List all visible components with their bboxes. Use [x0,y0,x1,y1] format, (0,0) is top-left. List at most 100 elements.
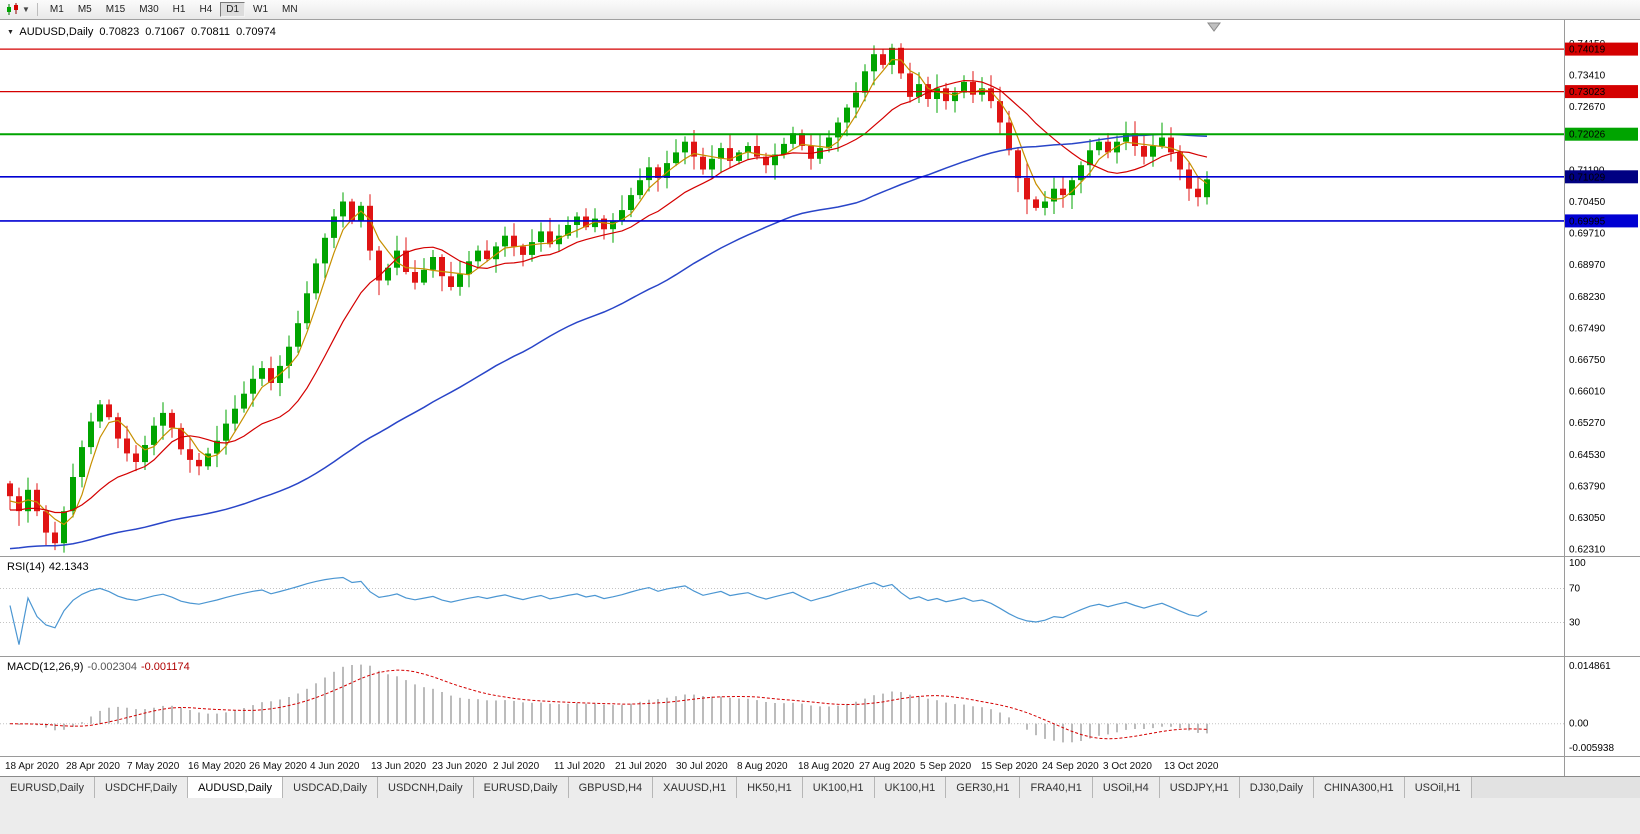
chart-tab-fra40-h1[interactable]: FRA40,H1 [1020,777,1093,798]
candle-body [241,393,247,409]
rsi-name: RSI(14) [7,561,45,573]
candle-body [232,408,238,424]
candle-body [1024,178,1030,200]
price-tick-label: 0.66010 [1569,387,1606,398]
timeframe-button-m30[interactable]: M30 [139,4,159,15]
candle-body [223,423,229,441]
candle-body [970,81,976,95]
chart-tab-dj30-daily[interactable]: DJ30,Daily [1239,777,1314,798]
chart-tab-usoil-h4[interactable]: USOil,H4 [1092,777,1160,798]
candle-body [709,158,715,170]
time-label: 4 Jun 2020 [310,761,360,772]
chart-tab-xauusd-h1[interactable]: XAUUSD,H1 [653,777,738,798]
rsi-line [9,576,1208,645]
candle-body [196,459,202,467]
ohlc-open: 0.70823 [99,26,140,38]
candle-body [772,154,778,166]
candle-body [421,269,427,283]
rsi-axis-label: 30 [1569,618,1581,629]
candle-body [115,417,121,439]
time-label: 28 Apr 2020 [66,761,120,772]
ohlc-low: 0.70811 [191,26,231,38]
ohlc-close: 0.70974 [236,26,276,38]
timeframe-button-m5[interactable]: M5 [77,4,92,15]
chart-tab-hk50-h1[interactable]: HK50,H1 [737,777,803,798]
price-tick-label: 0.64530 [1569,450,1606,461]
candle-body [43,511,49,533]
timeframe-button-h1[interactable]: H1 [172,4,186,15]
price-badge-label: 0.69995 [1569,216,1606,227]
candle-body [547,231,553,245]
time-label: 27 Aug 2020 [859,761,916,772]
rsi-axis-label: 70 [1569,584,1581,595]
chart-tab-uk100-h1[interactable]: UK100,H1 [874,777,947,798]
candle-body [61,511,67,544]
candle-body [826,137,832,149]
candle-body [700,156,706,170]
candle-body [1186,169,1192,189]
chart-tab-china300-h1[interactable]: CHINA300,H1 [1313,777,1405,798]
price-badge-label: 0.74019 [1569,45,1606,56]
rsi-canvas[interactable]: 100 70 30 [0,557,1640,656]
candle-body [529,242,535,255]
main-chart-canvas[interactable]: 0.741500.734100.726700.711900.704500.697… [0,20,1640,556]
chart-tab-usdchf-daily[interactable]: USDCHF,Daily [94,777,189,798]
chart-tab-uk100-h1[interactable]: UK100,H1 [802,777,875,798]
candle-body [358,205,364,221]
candle-body [988,88,994,102]
candle-body [376,250,382,281]
chart-menu-icon[interactable]: ▼ [7,29,14,36]
macd-canvas[interactable]: 0.014861 0.00 -0.005938 [0,657,1640,756]
chart-tab-audusd-daily[interactable]: AUDUSD,Daily [188,777,284,798]
time-label: 2 Jul 2020 [493,761,540,772]
macd-signal-line [9,669,1208,740]
dropdown-caret-icon[interactable]: ▼ [22,5,30,14]
candlestick-chart-icon[interactable] [4,2,22,17]
ma-slow-line [9,133,1208,550]
macd-main-value: -0.002304 [87,661,137,673]
candle-body [745,146,751,153]
macd-axis-label: -0.005938 [1569,743,1614,754]
timeframe-button-d1[interactable]: D1 [220,2,246,17]
bottom-filler [0,798,1640,834]
time-label: 18 Apr 2020 [5,761,59,772]
timeframe-button-mn[interactable]: MN [282,4,298,15]
price-tick-label: 0.73410 [1569,71,1606,82]
chart-shift-marker[interactable] [1207,22,1221,32]
timeframe-button-h4[interactable]: H4 [199,4,213,15]
price-tick-label: 0.66750 [1569,355,1606,366]
price-tick-label: 0.68970 [1569,260,1606,271]
candle-body [790,133,796,144]
chart-tab-usdcnh-daily[interactable]: USDCNH,Daily [378,777,474,798]
candle-body [934,88,940,99]
chart-tab-usoil-h1[interactable]: USOil,H1 [1404,777,1472,798]
candle-body [835,122,841,138]
candle-body [763,156,769,166]
chart-tab-eurusd-daily[interactable]: EURUSD,Daily [473,777,569,798]
candle-body [511,235,517,247]
candle-body [169,412,175,428]
main-chart-pane: 0.741500.734100.726700.711900.704500.697… [0,20,1640,556]
timeframe-button-m1[interactable]: M1 [49,4,64,15]
price-tick-label: 0.62310 [1569,545,1606,556]
chart-tab-usdjpy-h1[interactable]: USDJPY,H1 [1159,777,1240,798]
axis-separator [1564,757,1565,776]
time-label: 26 May 2020 [249,761,307,772]
chart-tab-gbpusd-h4[interactable]: GBPUSD,H4 [568,777,654,798]
macd-signal-value: -0.001174 [140,661,190,673]
chart-tab-eurusd-daily[interactable]: EURUSD,Daily [0,777,95,798]
candle-body [1123,133,1129,142]
candle-body [1141,146,1147,157]
chart-tab-usdcad-daily[interactable]: USDCAD,Daily [283,777,379,798]
time-label: 3 Oct 2020 [1103,761,1152,772]
price-badge [1565,42,1638,56]
time-axis[interactable]: 18 Apr 2020 28 Apr 2020 7 May 2020 16 May 2… [0,756,1640,776]
candle-body [691,141,697,157]
candle-body [1060,188,1066,196]
candle-body [736,152,742,161]
chart-tab-ger30-h1[interactable]: GER30,H1 [946,777,1021,798]
candle-body [349,201,355,221]
timeframe-button-w1[interactable]: W1 [253,4,269,15]
timeframe-button-m15[interactable]: M15 [105,4,126,15]
candle-body [52,532,58,544]
